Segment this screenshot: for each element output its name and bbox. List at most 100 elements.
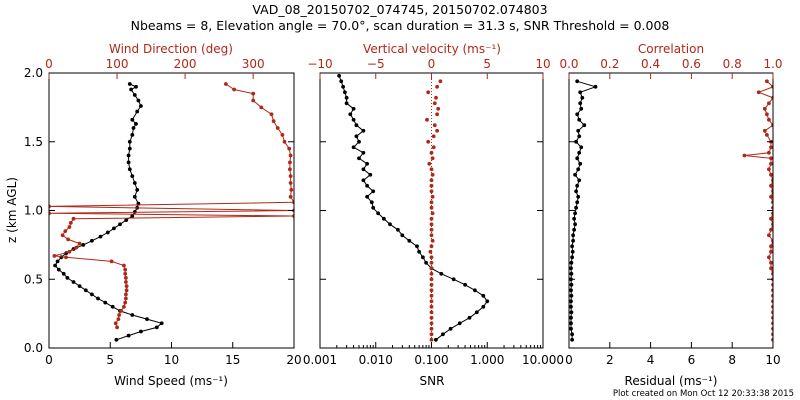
data-point xyxy=(67,225,72,229)
data-point xyxy=(288,167,292,172)
data-point xyxy=(429,167,434,172)
residual-axis-label: Residual (ms⁻¹) xyxy=(625,374,718,388)
data-point xyxy=(61,271,66,276)
data-point xyxy=(288,160,292,165)
top-tick-label: 0.6 xyxy=(682,57,701,71)
data-point xyxy=(765,79,769,84)
data-point xyxy=(66,237,70,242)
data-point xyxy=(288,181,293,185)
data-point xyxy=(429,282,434,287)
data-point xyxy=(431,145,436,150)
y-tick-label: 0.5 xyxy=(24,272,43,286)
data-point xyxy=(574,189,578,194)
data-point xyxy=(117,313,121,317)
data-point xyxy=(139,329,143,334)
data-point xyxy=(124,292,128,297)
data-point xyxy=(571,233,575,238)
data-point xyxy=(60,233,65,238)
data-point xyxy=(767,101,771,106)
data-point xyxy=(65,276,70,280)
series-correlation xyxy=(742,79,773,342)
title-line-2: Nbeams = 8, Elevation angle = 70.0°, sca… xyxy=(131,18,670,33)
data-point xyxy=(135,109,140,114)
bottom-tick-label: 4 xyxy=(647,353,655,367)
data-point xyxy=(569,315,573,320)
data-point xyxy=(119,309,123,313)
data-point xyxy=(769,244,773,249)
data-point xyxy=(769,260,773,265)
data-point xyxy=(769,249,773,254)
data-point xyxy=(424,260,428,265)
data-point xyxy=(68,221,73,225)
top-tick-label: 0.8 xyxy=(723,57,742,71)
data-point xyxy=(127,82,132,86)
data-point xyxy=(429,227,434,232)
data-point xyxy=(130,133,135,137)
data-point xyxy=(463,282,467,287)
top-tick-label: 100 xyxy=(106,57,129,71)
data-point xyxy=(575,200,580,205)
data-point xyxy=(569,293,574,298)
data-point xyxy=(430,172,435,177)
data-point xyxy=(124,280,128,284)
data-point xyxy=(573,211,577,216)
data-point xyxy=(575,112,580,117)
data-point xyxy=(55,259,60,264)
data-point xyxy=(369,200,374,205)
data-point xyxy=(407,238,412,243)
data-point xyxy=(435,84,439,89)
data-point xyxy=(139,104,143,108)
data-point xyxy=(357,139,361,144)
data-point xyxy=(354,134,359,139)
bottom-tick-label: 10 xyxy=(164,353,179,367)
data-point xyxy=(280,133,285,137)
bottom-tick-label: 2 xyxy=(606,353,614,367)
data-point xyxy=(430,238,435,243)
data-point xyxy=(429,337,434,342)
data-point xyxy=(429,299,434,304)
data-point xyxy=(570,337,574,342)
data-point xyxy=(371,205,376,210)
data-point xyxy=(396,227,400,232)
data-point xyxy=(430,156,435,161)
data-point xyxy=(417,249,421,254)
data-point xyxy=(765,133,769,137)
data-point xyxy=(126,153,131,158)
series-line xyxy=(338,75,488,341)
data-point xyxy=(571,238,575,243)
data-point xyxy=(756,90,761,95)
data-point xyxy=(351,117,356,122)
data-point xyxy=(431,134,436,139)
panel-vertical-marks xyxy=(337,73,490,348)
bottom-tick-label: 10.000 xyxy=(522,353,564,367)
data-point xyxy=(365,161,369,166)
series-residual xyxy=(569,79,598,342)
data-point xyxy=(429,222,434,227)
data-point xyxy=(435,112,439,117)
data-point xyxy=(130,117,135,122)
data-point xyxy=(112,226,116,231)
data-point xyxy=(251,91,256,96)
data-point xyxy=(83,288,88,293)
data-point xyxy=(365,183,369,188)
data-point xyxy=(574,205,578,210)
data-point xyxy=(115,325,119,330)
data-point xyxy=(441,332,445,337)
panel-vertical: 0.001 0.010 0.100 1.000 10.000 −10 −5 0 5 10 Vert… xyxy=(303,42,564,388)
data-point xyxy=(427,161,432,166)
data-point xyxy=(578,101,583,106)
title-line-1: VAD_08_20150702_074745, 20150702.074803 xyxy=(252,2,547,17)
data-point xyxy=(71,280,76,284)
top-tick-label: 200 xyxy=(174,57,197,71)
data-point xyxy=(344,95,349,100)
data-point xyxy=(339,79,344,84)
data-point xyxy=(429,288,434,293)
data-point xyxy=(124,218,129,223)
data-point xyxy=(473,288,477,293)
data-point xyxy=(769,227,773,232)
data-point xyxy=(132,93,137,97)
data-point xyxy=(429,233,434,238)
data-point xyxy=(64,255,68,260)
data-point xyxy=(343,90,347,95)
